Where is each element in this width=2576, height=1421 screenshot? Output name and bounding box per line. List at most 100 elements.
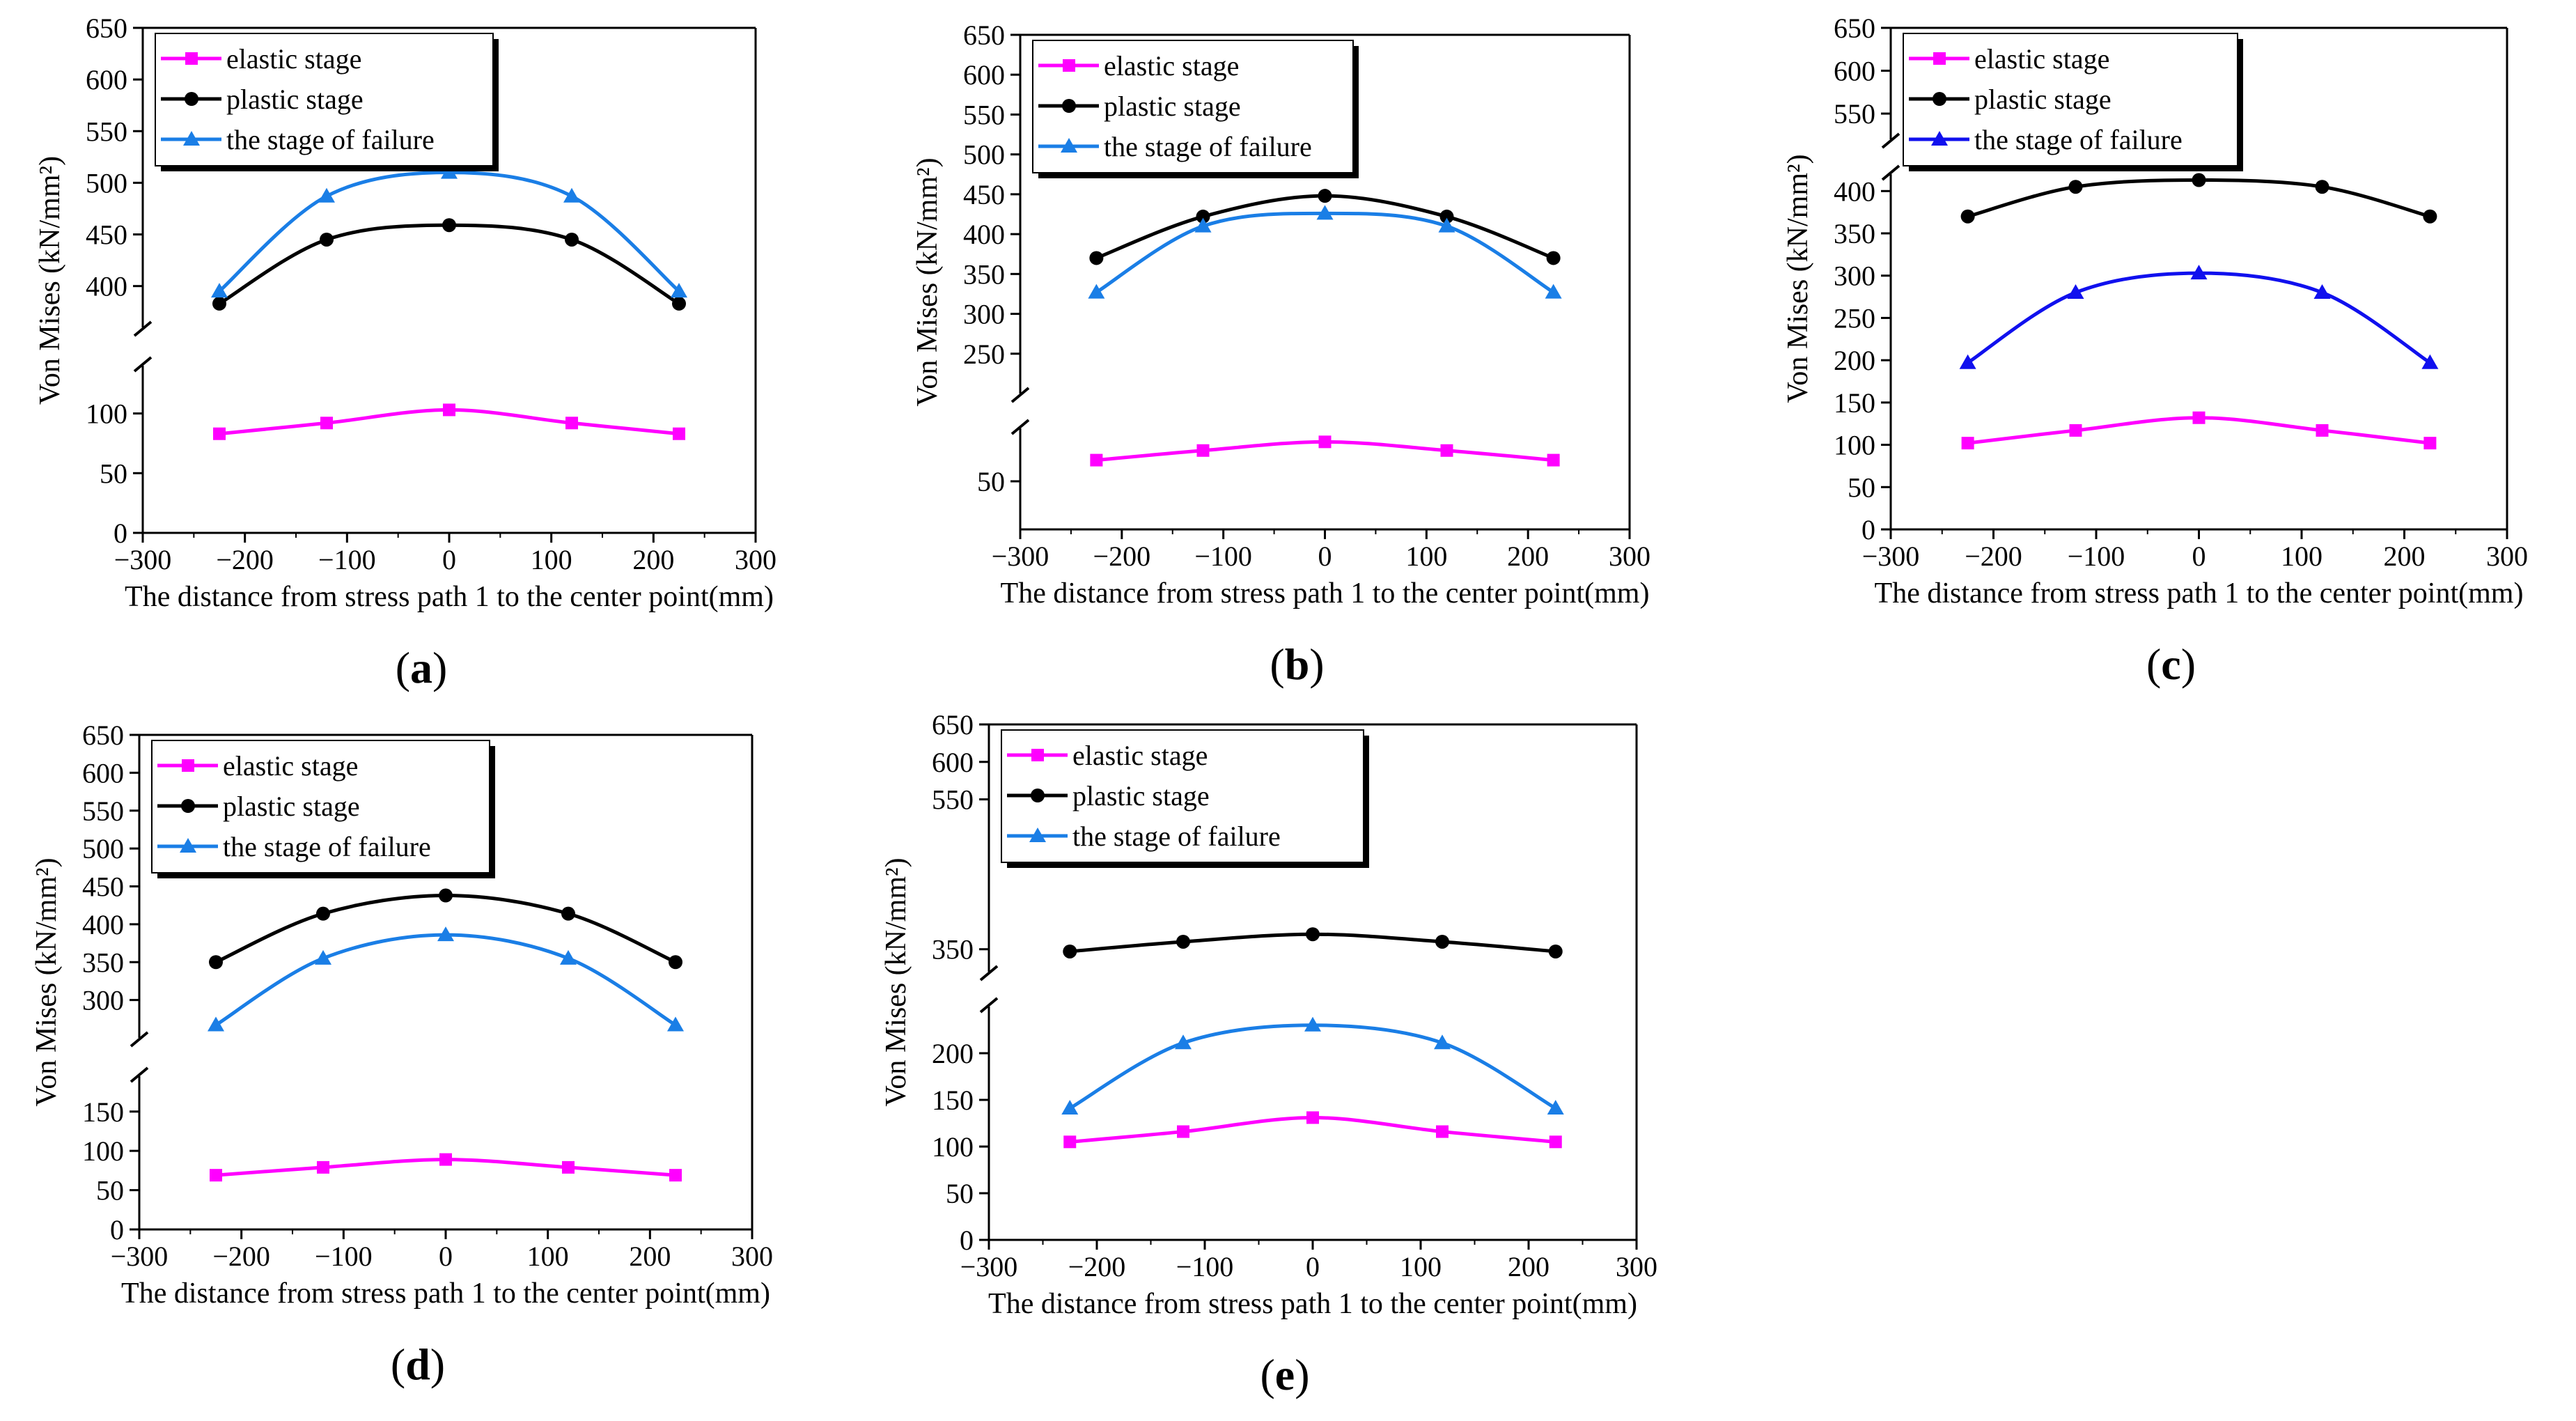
- data-point-circle: [565, 232, 579, 247]
- data-point-square: [1318, 435, 1332, 449]
- data-point-triangle: [1434, 1034, 1451, 1050]
- legend-label: the stage of failure: [226, 124, 435, 155]
- x-tick-label: −100: [2068, 541, 2125, 572]
- x-tick-label: −200: [1965, 541, 2022, 572]
- y-tick-label: 50: [946, 1178, 974, 1209]
- x-tick-label: 100: [2281, 541, 2323, 572]
- y-tick-label: 100: [1834, 430, 1875, 461]
- y-tick-label: 600: [932, 747, 974, 778]
- legend-marker-circle: [1062, 99, 1076, 113]
- series-line-circle: [218, 223, 680, 306]
- x-tick-label: 200: [2384, 541, 2426, 572]
- x-tick-label: 300: [1616, 1251, 1657, 1282]
- data-point-square: [320, 417, 333, 430]
- panel-label: (a): [396, 643, 448, 692]
- data-point-circle: [1196, 209, 1210, 224]
- axis-break-mark: [1881, 164, 1900, 181]
- data-point-circle: [1063, 944, 1077, 958]
- data-point-circle: [209, 955, 223, 970]
- data-point-triangle: [2067, 284, 2084, 299]
- axis-break-mark: [1881, 132, 1900, 149]
- legend-marker-circle: [1031, 789, 1045, 802]
- data-point-triangle: [1061, 1100, 1079, 1115]
- x-tick-label: 300: [731, 1241, 773, 1272]
- x-tick-label: −200: [216, 544, 274, 575]
- y-tick-label: 50: [1848, 472, 1875, 503]
- legend-label: the stage of failure: [1104, 131, 1312, 162]
- y-tick-label: 400: [1834, 176, 1875, 207]
- y-tick-label: 150: [82, 1096, 124, 1128]
- y-tick-label: 150: [1834, 387, 1875, 419]
- data-point-square: [562, 1160, 575, 1174]
- y-axis-label: Von Mises (kN/mm²): [1782, 154, 1814, 403]
- y-tick-label: 200: [1834, 345, 1875, 376]
- data-point-triangle: [315, 949, 331, 965]
- legend-label: the stage of failure: [223, 831, 431, 862]
- data-point-square: [1196, 444, 1210, 457]
- y-tick-label: 550: [963, 99, 1005, 130]
- data-point-square: [1306, 1111, 1319, 1124]
- axis-break-mark: [130, 1066, 149, 1083]
- data-point-square: [1440, 444, 1453, 457]
- y-tick-label: 350: [1834, 218, 1875, 249]
- legend-label: elastic stage: [1974, 43, 2109, 75]
- series-line-triangle: [1069, 1023, 1556, 1110]
- data-point-square: [443, 403, 455, 417]
- legend-marker-circle: [181, 799, 195, 813]
- data-point-circle: [1089, 251, 1104, 265]
- x-tick-label: −300: [960, 1251, 1018, 1282]
- x-tick-label: −300: [992, 541, 1049, 572]
- data-point-triangle: [318, 187, 335, 203]
- data-point-triangle: [2190, 265, 2208, 280]
- y-tick-label: 350: [82, 947, 124, 978]
- data-point-square: [1549, 1135, 1562, 1149]
- x-tick-label: 300: [2486, 541, 2528, 572]
- y-tick-label: 300: [82, 985, 124, 1016]
- y-tick-label: 650: [932, 709, 974, 740]
- legend-marker-square: [1031, 749, 1044, 761]
- axis-break-mark: [133, 356, 153, 373]
- x-tick-label: 100: [531, 544, 572, 575]
- data-point-square: [210, 1169, 222, 1182]
- legend-marker-triangle: [1061, 138, 1077, 153]
- x-tick-label: −100: [315, 1241, 373, 1272]
- y-tick-label: 300: [1834, 261, 1875, 292]
- data-point-circle: [2192, 173, 2206, 187]
- y-tick-label: 250: [1834, 302, 1875, 334]
- panel-label: (e): [1260, 1350, 1309, 1399]
- axis-break-mark: [1010, 387, 1030, 403]
- x-tick-label: 200: [1507, 541, 1549, 572]
- data-point-circle: [1318, 189, 1332, 203]
- x-tick-label: −300: [111, 1241, 169, 1272]
- y-tick-label: 300: [963, 299, 1005, 330]
- x-tick-label: 200: [629, 1241, 671, 1272]
- data-point-circle: [1306, 927, 1320, 942]
- y-tick-label: 500: [86, 167, 127, 199]
- legend-marker-triangle: [183, 131, 200, 146]
- chart-panel-d: −300 −200 −100 0 100 200 300300350400450500550…: [31, 720, 773, 1389]
- legend-label: plastic stage: [1072, 780, 1210, 812]
- data-point-circle: [1435, 934, 1449, 949]
- data-point-square: [439, 1153, 452, 1166]
- x-tick-label: 300: [1609, 541, 1650, 572]
- data-point-triangle: [1959, 354, 1976, 369]
- data-point-triangle: [211, 283, 228, 298]
- axis-break-mark: [133, 320, 153, 337]
- data-point-triangle: [2421, 354, 2439, 369]
- y-tick-label: 650: [963, 20, 1005, 51]
- legend-marker-triangle: [1029, 828, 1046, 842]
- y-tick-label: 500: [82, 833, 124, 864]
- x-tick-label: 0: [2192, 541, 2206, 572]
- y-tick-label: 350: [963, 258, 1005, 290]
- data-point-square: [1063, 1135, 1077, 1149]
- data-point-triangle: [1088, 284, 1105, 299]
- data-point-circle: [1960, 209, 1975, 224]
- panel-label: (b): [1270, 639, 1324, 689]
- data-point-square: [2069, 424, 2082, 437]
- y-tick-label: 450: [82, 871, 124, 903]
- data-point-triangle: [208, 1016, 224, 1032]
- x-tick-label: 300: [735, 544, 776, 575]
- y-tick-label: 50: [977, 466, 1005, 497]
- y-tick-label: 650: [1834, 13, 1875, 44]
- data-point-triangle: [1194, 217, 1212, 233]
